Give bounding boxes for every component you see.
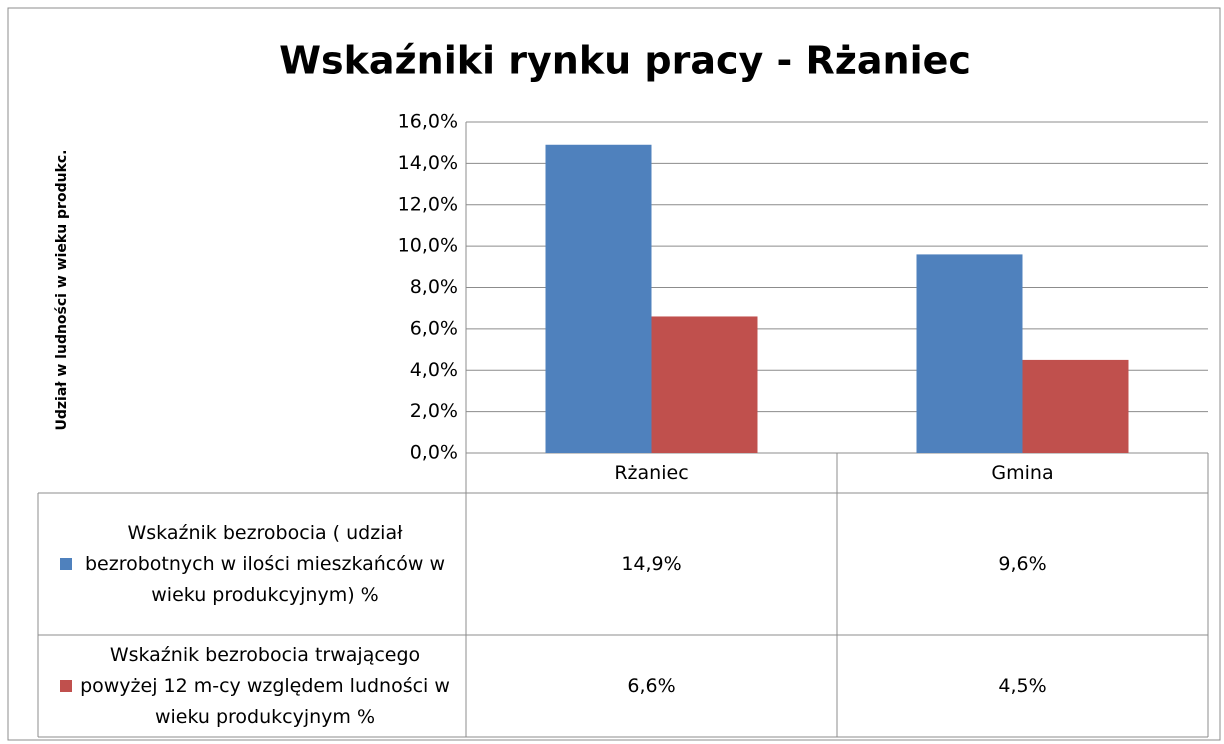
bar: [545, 144, 652, 453]
data-label: 6,6%: [627, 675, 676, 697]
legend-label: Wskaźnik bezrobocia trwającego powyżej 1…: [80, 643, 450, 728]
data-label: 9,6%: [998, 553, 1047, 575]
y-tick-label: 6,0%: [410, 317, 458, 339]
y-axis-title: Udział w ludności w wieku produkc.: [54, 150, 70, 431]
legend-label: Wskaźnik bezrobocia ( udział bezrobotnyc…: [84, 521, 445, 606]
y-tick-label: 16,0%: [398, 111, 458, 133]
x-tick-label: Rżaniec: [614, 462, 689, 484]
legend-entry: Wskaźnik bezrobocia ( udział bezrobotnyc…: [38, 493, 466, 635]
y-tick-label: 4,0%: [410, 359, 458, 381]
bar: [1022, 359, 1129, 453]
legend-swatch: [60, 680, 72, 692]
y-tick-label: 8,0%: [410, 276, 458, 298]
legend-entry: Wskaźnik bezrobocia trwającego powyżej 1…: [38, 635, 466, 737]
y-tick-label: 12,0%: [398, 193, 458, 215]
y-tick-label: 2,0%: [410, 400, 458, 422]
data-label: 14,9%: [621, 553, 682, 575]
y-tick-label: 10,0%: [398, 235, 458, 257]
data-label: 4,5%: [998, 675, 1047, 697]
legend-swatch: [60, 558, 72, 570]
y-tick-label: 0,0%: [410, 442, 458, 464]
y-tick-label: 14,0%: [398, 152, 458, 174]
chart-border: [7, 7, 1221, 741]
bar: [916, 254, 1023, 453]
chart-title: Wskaźniki rynku pracy - Rżaniec: [279, 39, 971, 83]
x-tick-label: Gmina: [991, 462, 1054, 484]
bar: [651, 316, 758, 453]
